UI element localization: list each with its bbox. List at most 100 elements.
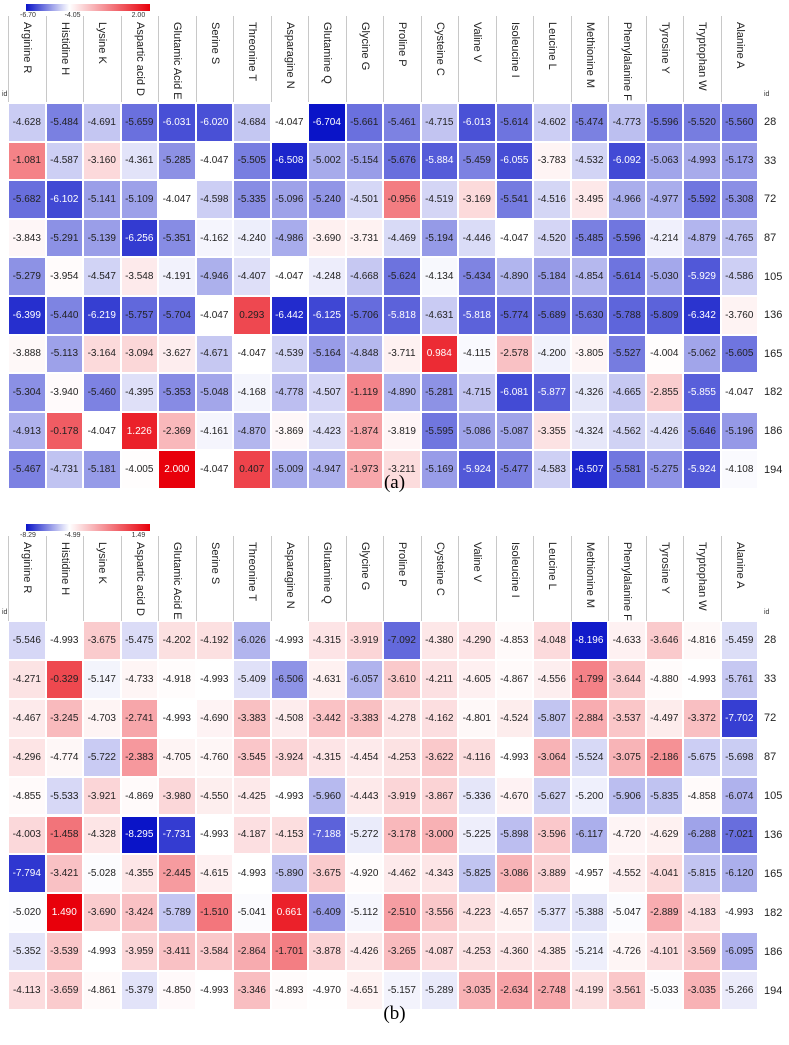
heatmap-cell: -5.524 <box>570 737 608 777</box>
heatmap-cell: -4.162 <box>195 218 233 258</box>
heatmap-cell: -4.361 <box>120 141 158 181</box>
heatmap-cell: -5.335 <box>233 180 271 219</box>
heatmap-cell: -5.704 <box>158 296 196 335</box>
heatmap-cell: -4.848 <box>345 334 383 374</box>
heatmap-cell: -5.485 <box>570 218 608 258</box>
heatmap-cell: -3.646 <box>645 621 683 660</box>
heatmap-cell: -4.890 <box>383 373 421 412</box>
heatmap-cell: -5.087 <box>495 411 533 451</box>
heatmap-cell: -5.460 <box>83 373 121 412</box>
heatmap-cell: -5.789 <box>158 893 196 933</box>
column-header-label: Aspartic acid D <box>133 22 146 96</box>
column-header-label: Arginine R <box>21 22 34 74</box>
column-header: Cysteine C <box>420 536 459 622</box>
heatmap-cell: -5.689 <box>533 296 571 335</box>
heatmap-cell: -5.924 <box>458 450 496 489</box>
column-header-label: Isoleucine I <box>508 22 521 78</box>
heatmap-cell: -4.703 <box>83 698 121 738</box>
heatmap-cell: -3.075 <box>608 737 646 777</box>
heatmap-cell: -4.211 <box>420 659 458 699</box>
heatmap-cell: -5.304 <box>8 373 46 412</box>
heatmap-cell: -4.765 <box>720 218 758 258</box>
heatmap-cell: -5.200 <box>570 776 608 816</box>
column-header-label: Histidine H <box>58 542 71 596</box>
heatmap-cell: -3.924 <box>270 737 308 777</box>
column-header-label: Tryptophan W <box>696 542 709 611</box>
heatmap-cell: -2.634 <box>495 971 533 1010</box>
heatmap-cell: -4.360 <box>495 932 533 972</box>
column-header: Isoleucine I <box>495 16 534 102</box>
heatmap-cell: -4.816 <box>683 621 721 660</box>
heatmap-cell: -6.288 <box>683 815 721 855</box>
heatmap-cell: -6.055 <box>495 141 533 181</box>
heatmap-cell: -4.552 <box>608 854 646 894</box>
heatmap-cell: -1.458 <box>45 815 83 855</box>
heatmap-cell: -5.630 <box>570 296 608 335</box>
heatmap-cell: -5.675 <box>683 737 721 777</box>
colorbar-gradient <box>26 4 150 11</box>
column-header: Asparagine N <box>270 536 309 622</box>
heatmap-cell: -5.062 <box>683 334 721 374</box>
heatmap-cell: -2.748 <box>533 971 571 1010</box>
column-header-label: Lysine K <box>96 22 109 64</box>
heatmap-cell: -3.442 <box>308 698 346 738</box>
column-header: Tyrosine Y <box>645 536 684 622</box>
heatmap-cell: -4.671 <box>195 334 233 374</box>
heatmap-cell: -4.946 <box>195 257 233 296</box>
heatmap-cell: -5.605 <box>720 334 758 374</box>
heatmap-cell: -5.484 <box>45 103 83 142</box>
heatmap-cell: -5.520 <box>683 103 721 142</box>
column-header: Glycine G <box>345 16 384 102</box>
heatmap-cell: -5.141 <box>83 180 121 219</box>
heatmap-cell: -5.009 <box>270 450 308 489</box>
heatmap-cell: -4.315 <box>308 621 346 660</box>
heatmap-cell: -5.624 <box>383 257 421 296</box>
heatmap-cell: -5.353 <box>158 373 196 412</box>
column-header-label: Histidine H <box>58 22 71 76</box>
heatmap-cell: -6.256 <box>120 218 158 258</box>
heatmap-cell: -4.187 <box>233 815 271 855</box>
heatmap-cell: -5.596 <box>645 103 683 142</box>
heatmap-cell: -4.161 <box>195 411 233 451</box>
heatmap-cell: -5.169 <box>420 450 458 489</box>
heatmap-cell: -4.993 <box>195 815 233 855</box>
heatmap-cell: -4.602 <box>533 103 571 142</box>
heatmap-cell: -4.047 <box>270 257 308 296</box>
heatmap-cell: -6.020 <box>195 103 233 142</box>
heatmap-cell: -4.778 <box>270 373 308 412</box>
column-header: Tryptophan W <box>683 536 721 622</box>
heatmap-cell: -7.021 <box>720 815 758 855</box>
heatmap-cell: -4.047 <box>495 218 533 258</box>
heatmap-cell: -3.372 <box>683 698 721 738</box>
id-axis-label-left: id <box>2 609 8 616</box>
heatmap-cell: -5.184 <box>533 257 571 296</box>
heatmap-cell: -5.884 <box>420 141 458 181</box>
heatmap-cell: -5.409 <box>233 659 271 699</box>
heatmap-cell: -4.957 <box>570 854 608 894</box>
heatmap-cell: -5.659 <box>120 103 158 142</box>
column-header: Phenylalanine F <box>608 16 646 102</box>
heatmap-cell: -5.063 <box>645 141 683 181</box>
figure-caption: (b) <box>383 1003 406 1024</box>
heatmap-cell: -4.047 <box>233 334 271 374</box>
heatmap-cell: -4.343 <box>420 854 458 894</box>
heatmap-cell: -5.505 <box>233 141 271 181</box>
heatmap-cell: -5.157 <box>383 971 421 1010</box>
row-id-label: 136 <box>764 828 783 841</box>
heatmap-cell: -4.651 <box>345 971 383 1010</box>
heatmap-cell: -4.115 <box>458 334 496 374</box>
heatmap-cell: -4.426 <box>345 932 383 972</box>
column-header-label: Asparagine N <box>283 542 296 609</box>
heatmap-cell: -5.020 <box>8 893 46 933</box>
column-header-label: Glycine G <box>358 22 371 71</box>
heatmap-cell: -5.825 <box>458 854 496 894</box>
heatmap-cell: -5.757 <box>120 296 158 335</box>
heatmap-cell: -4.380 <box>420 621 458 660</box>
heatmap-cell: -4.550 <box>195 776 233 816</box>
column-header: Proline P <box>383 16 421 102</box>
heatmap-cell: -5.240 <box>308 180 346 219</box>
heatmap-cell: -5.379 <box>120 971 158 1010</box>
heatmap-cell: -5.698 <box>720 737 758 777</box>
heatmap-cell: 0.293 <box>233 296 271 335</box>
heatmap-cell: -6.399 <box>8 296 46 335</box>
